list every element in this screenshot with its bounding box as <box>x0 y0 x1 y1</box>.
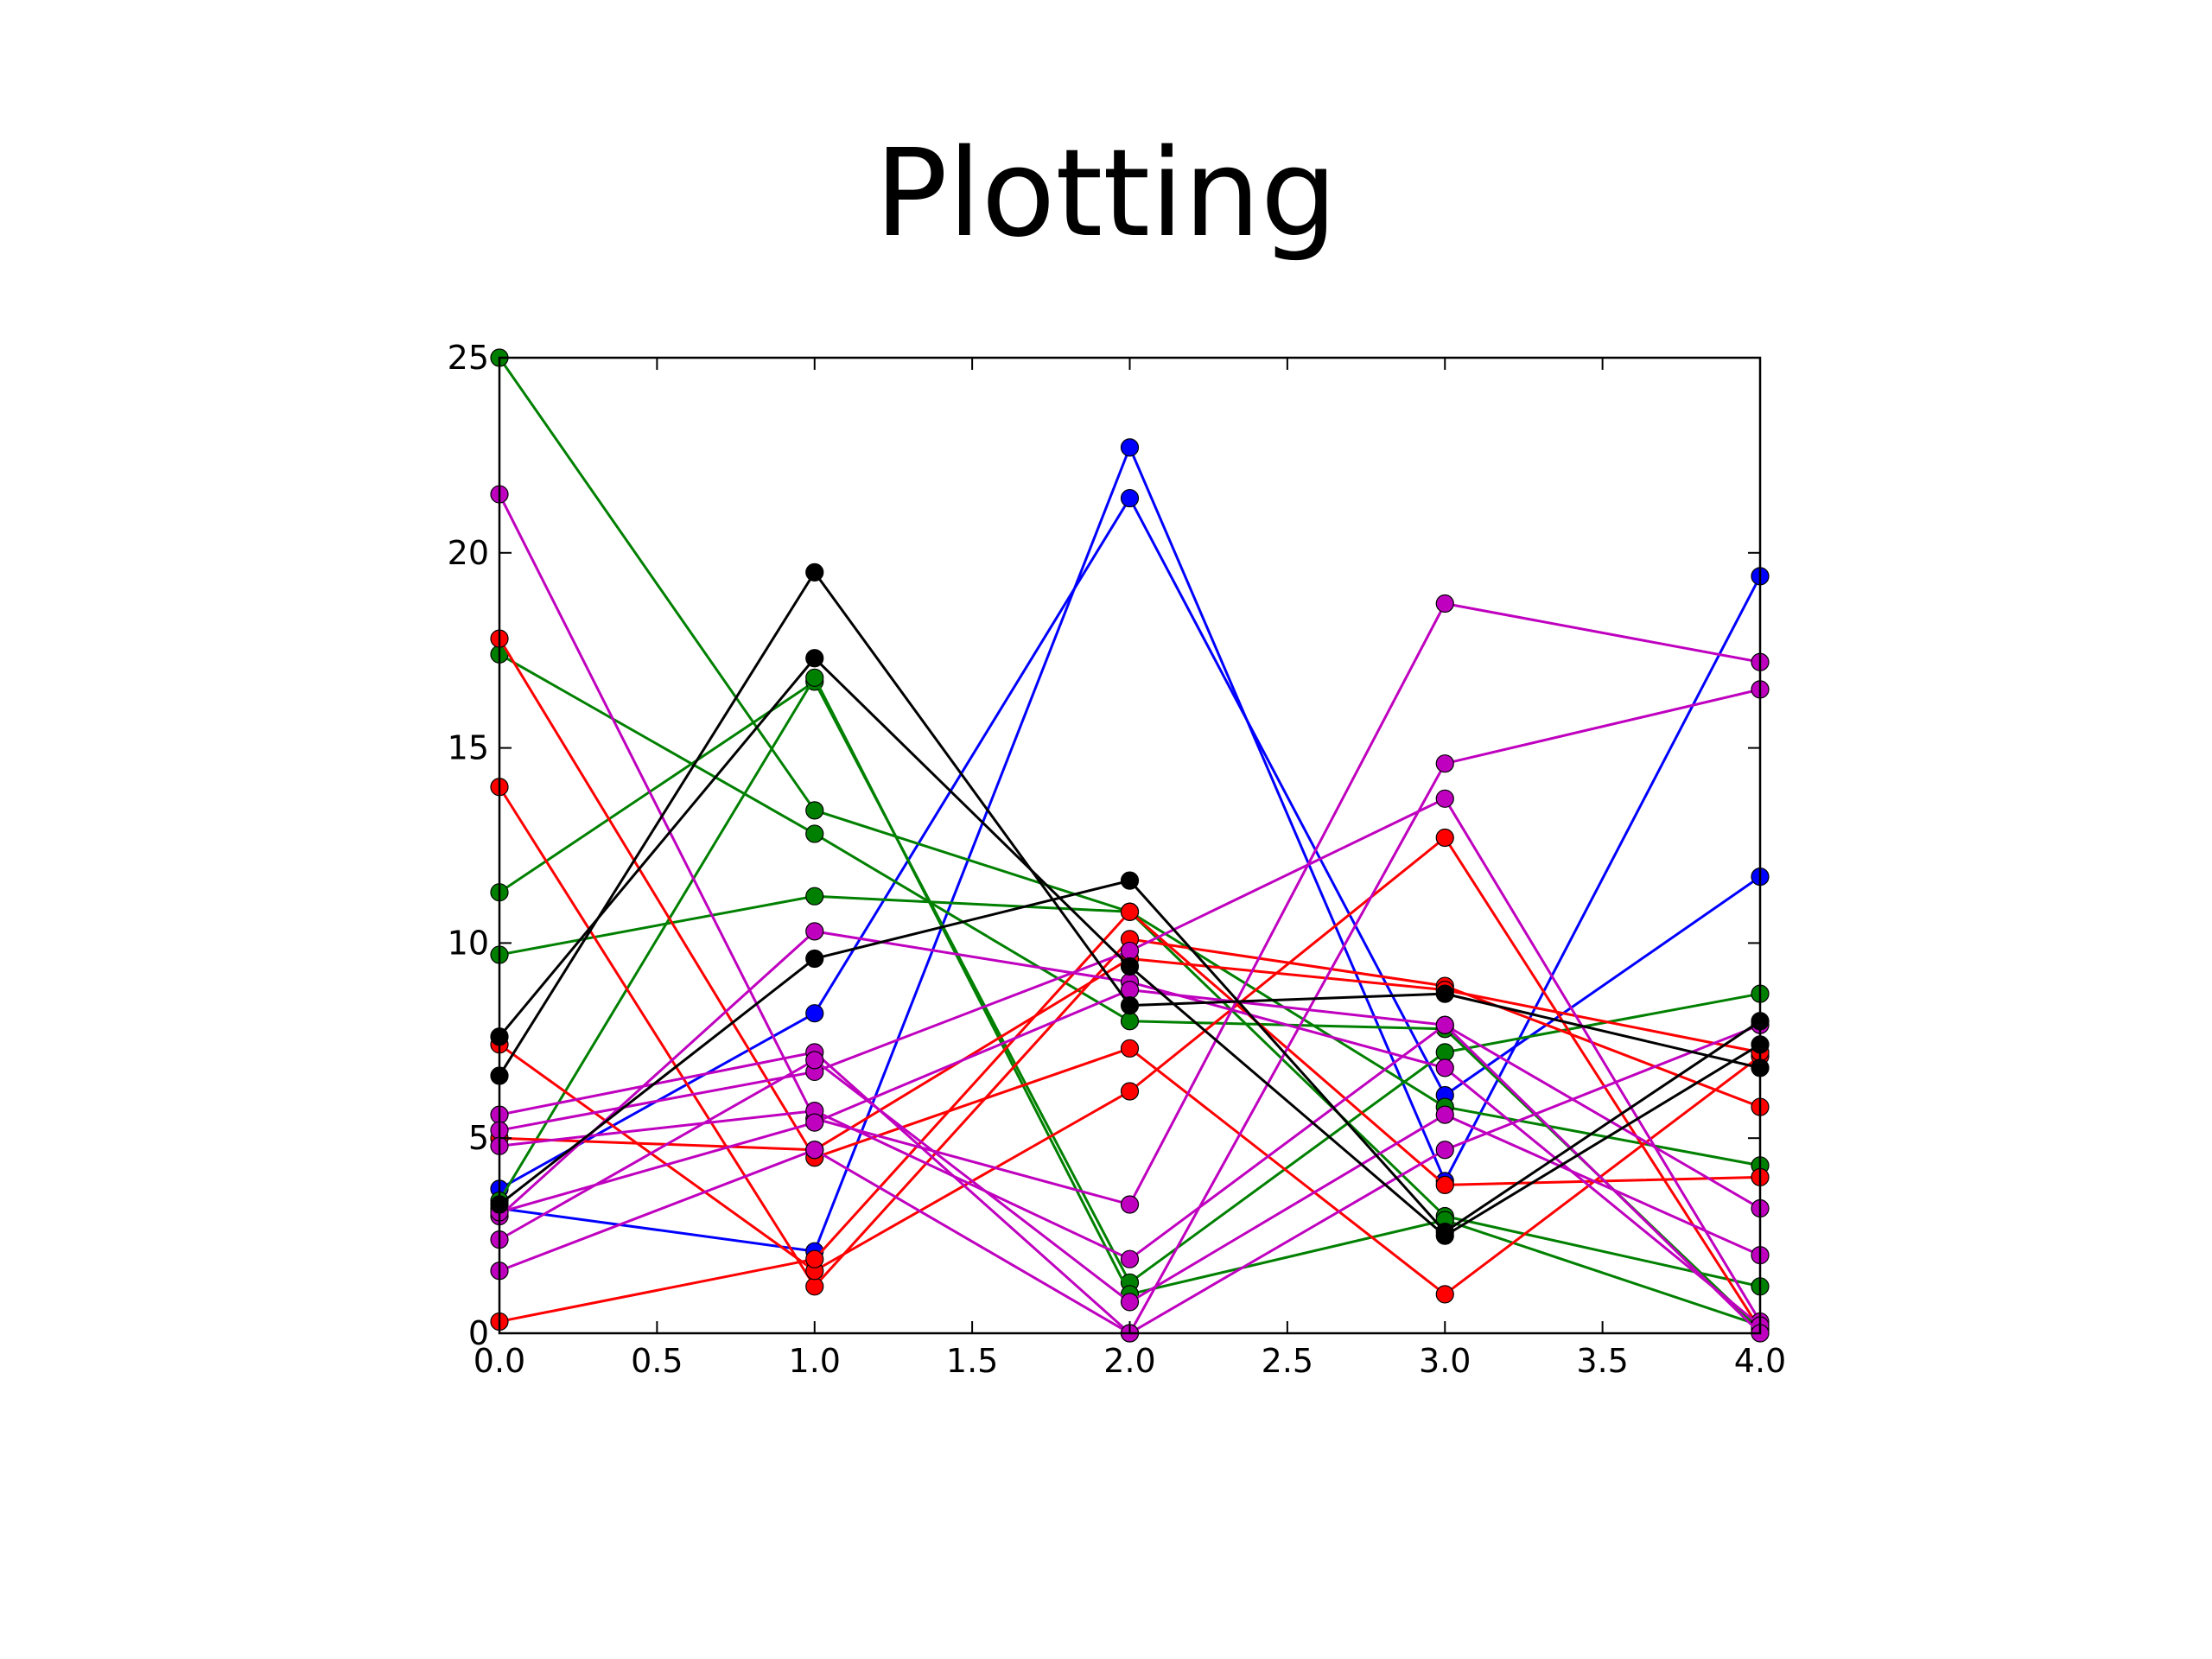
series-14-point-4 <box>1435 754 1454 773</box>
series-13 <box>490 485 1770 1214</box>
series-15-point-3 <box>1120 941 1140 961</box>
series-10-point-4 <box>1435 828 1454 848</box>
x-tick-label-3: 1.0 <box>789 1342 841 1380</box>
series-22 <box>490 649 1770 1245</box>
series-23-point-3 <box>1120 871 1140 890</box>
series-17-point-4 <box>1435 1058 1454 1077</box>
series-23-point-2 <box>805 949 824 969</box>
series-8-point-4 <box>1435 1285 1454 1304</box>
series-11-point-2 <box>805 1249 824 1268</box>
series-1-point-3 <box>1120 438 1140 457</box>
series-layer <box>490 348 1770 1343</box>
series-7-point-2 <box>805 668 824 687</box>
x-tick-label-4: 1.5 <box>946 1342 998 1380</box>
x-tick-label-8: 3.5 <box>1576 1342 1628 1380</box>
series-2-point-2 <box>805 1004 824 1023</box>
series-23 <box>490 871 1770 1242</box>
y-tick-label-1: 0 <box>468 1314 489 1352</box>
y-tick-label-6: 25 <box>448 339 489 377</box>
series-5-point-4 <box>1435 1043 1454 1062</box>
slide-title: Plotting <box>874 124 1338 264</box>
series-21 <box>490 563 1770 1085</box>
series-16-point-3 <box>1120 1249 1140 1268</box>
x-tick-label-9: 4.0 <box>1734 1342 1786 1380</box>
y-tick-label-3: 10 <box>448 924 489 962</box>
series-10-point-3 <box>1120 1082 1140 1101</box>
x-tick-label-1: 0.0 <box>474 1342 525 1380</box>
series-11 <box>490 902 1770 1332</box>
series-22-point-2 <box>805 649 824 668</box>
series-17-point-2 <box>805 922 824 941</box>
series-8-point-3 <box>1120 1039 1140 1058</box>
y-tick-label-4: 15 <box>448 729 489 767</box>
series-20-point-4 <box>1435 1015 1454 1034</box>
series-15-point-4 <box>1435 789 1454 808</box>
series-19-point-2 <box>805 1141 824 1160</box>
y-tick-label-5: 20 <box>448 534 489 572</box>
series-11-point-3 <box>1120 902 1140 921</box>
x-tick-label-6: 2.5 <box>1262 1342 1313 1380</box>
series-22-point-3 <box>1120 957 1140 976</box>
series-18-point-4 <box>1435 1105 1454 1124</box>
series-4-point-2 <box>805 824 824 843</box>
series-13-point-3 <box>1120 1195 1140 1214</box>
series-4-point-3 <box>1120 1012 1140 1031</box>
series-16-line <box>499 1023 1761 1261</box>
y-tick-label-2: 5 <box>468 1119 489 1157</box>
series-21-point-2 <box>805 563 824 582</box>
series-19-point-4 <box>1435 1141 1454 1160</box>
series-3-point-2 <box>805 801 824 820</box>
series-18-point-2 <box>805 1051 824 1070</box>
series-21-point-3 <box>1120 996 1140 1015</box>
series-9-point-2 <box>805 1277 824 1296</box>
series-21-point-4 <box>1435 984 1454 1003</box>
series-23-point-4 <box>1435 1222 1454 1242</box>
x-tick-label-7: 3.0 <box>1419 1342 1471 1380</box>
x-tick-label-5: 2.0 <box>1103 1342 1155 1380</box>
series-20-point-2 <box>805 1113 824 1132</box>
axis-layer: 0.0 0.5 1.0 1.5 2.0 2.5 3.0 3.5 4.0 0 5 10 15 20 25 <box>448 339 1787 1380</box>
series-6-point-2 <box>805 887 824 906</box>
series-2-point-3 <box>1120 488 1140 508</box>
series-11-point-4 <box>1435 1175 1454 1194</box>
series-18-point-3 <box>1120 1293 1140 1312</box>
x-tick-label-2: 0.5 <box>631 1342 683 1380</box>
series-13-point-4 <box>1435 594 1454 613</box>
